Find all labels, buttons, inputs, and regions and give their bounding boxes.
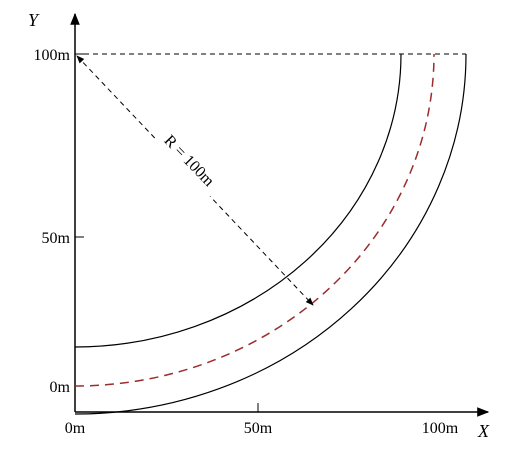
y-tick-label: 0m — [50, 379, 71, 396]
x-tick-label: 50m — [244, 420, 273, 437]
outer-edge — [74, 53, 467, 415]
y-tick-label: 100m — [34, 47, 71, 64]
x-axis-label: X — [477, 421, 490, 441]
x-tick-label: 0m — [65, 420, 86, 437]
y-tick-label: 50m — [42, 230, 71, 247]
x-tick-label: 100m — [422, 420, 459, 437]
y-axis-label: Y — [28, 10, 40, 30]
inner-edge — [74, 53, 402, 348]
label-bg — [151, 120, 229, 200]
center-line — [74, 53, 435, 387]
